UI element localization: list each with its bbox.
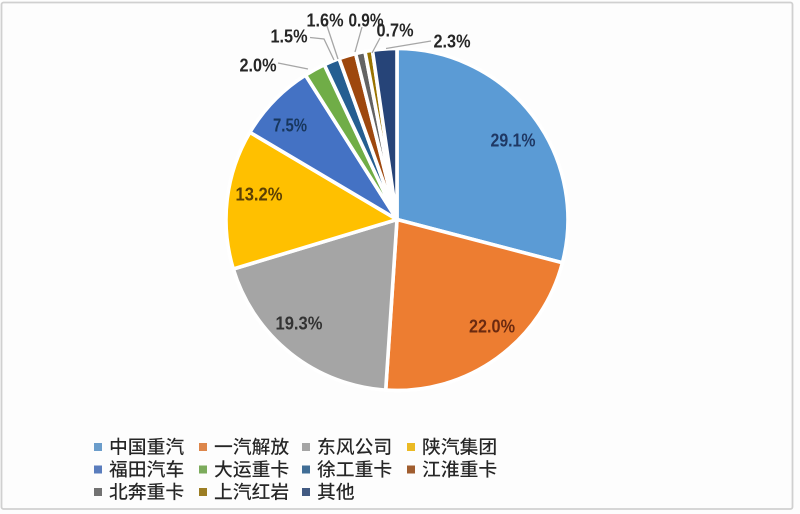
svg-text:2.0%: 2.0% bbox=[240, 55, 277, 76]
svg-text:19.3%: 19.3% bbox=[276, 313, 323, 334]
svg-text:13.2%: 13.2% bbox=[236, 184, 283, 205]
svg-text:1.6%: 1.6% bbox=[307, 10, 344, 31]
svg-text:29.1%: 29.1% bbox=[491, 130, 536, 151]
svg-text:2.3%: 2.3% bbox=[434, 31, 471, 52]
svg-text:7.5%: 7.5% bbox=[273, 115, 307, 136]
svg-text:0.9%: 0.9% bbox=[349, 10, 384, 31]
svg-text:1.5%: 1.5% bbox=[271, 26, 308, 47]
svg-text:0.7%: 0.7% bbox=[377, 20, 414, 41]
svg-text:22.0%: 22.0% bbox=[469, 316, 515, 337]
